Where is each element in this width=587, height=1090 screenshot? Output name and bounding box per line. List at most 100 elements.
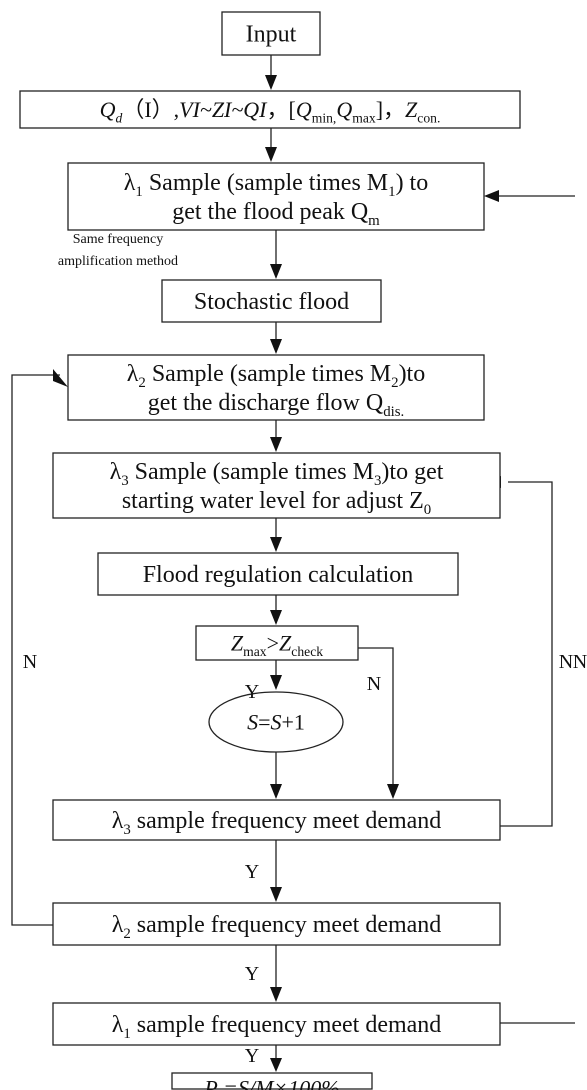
label-part: 1 — [135, 184, 142, 200]
label-part: 3 — [121, 473, 128, 489]
node-shape — [221, 11, 321, 56]
label-part: λ — [124, 170, 136, 196]
loop-lines — [11, 195, 575, 1024]
node-label: get the discharge flow Qdis. — [148, 390, 405, 420]
node-label: λ3 sample frequency meet demand — [112, 808, 442, 838]
node: Zmax>Zcheck — [195, 625, 359, 661]
label-part: sample frequency meet demand — [131, 808, 442, 834]
node-label: Flood regulation calculation — [143, 562, 414, 588]
node: λ2 sample frequency meet demand — [52, 902, 501, 946]
label-part: Sample (sample times M — [129, 459, 374, 485]
flow-lines — [270, 55, 277, 1066]
label-part: +1 — [282, 709, 305, 734]
label-part: 1 — [123, 1026, 130, 1042]
label-part: )to get — [381, 459, 443, 485]
label-part: 3 — [123, 822, 130, 838]
node-shape — [52, 1002, 501, 1046]
label-part: get the discharge flow Q — [148, 390, 384, 416]
label-part: λ — [127, 361, 139, 387]
node-shape — [195, 625, 359, 661]
label-part: max — [243, 644, 267, 659]
node-label: λ3 Sample (sample times M3)to get — [110, 459, 444, 489]
edge-label: Y — [245, 681, 259, 703]
label-part: ]， — [376, 97, 405, 122]
label-part: 2 — [391, 375, 398, 391]
label-part: con. — [417, 110, 440, 125]
label-part: ) to — [396, 170, 429, 196]
edge-label: Y — [245, 1045, 259, 1067]
label-part: d — [116, 110, 123, 125]
label-part: 0 — [424, 502, 431, 518]
node-shape — [97, 552, 459, 596]
label-part: Q — [100, 97, 116, 122]
node-shape — [171, 1072, 373, 1090]
node-label: λ2 sample frequency meet demand — [112, 912, 442, 942]
label-part: Stochastic flood — [194, 289, 349, 315]
node-shape — [208, 691, 344, 753]
edge-label: amplification method — [58, 254, 178, 269]
label-part: m — [368, 213, 380, 229]
label-part: （I）, — [122, 97, 179, 122]
label-part: sample frequency meet demand — [131, 912, 442, 938]
label-part: 2 — [123, 926, 130, 942]
node: Pr=S/M×100% — [171, 1072, 373, 1090]
label-part: Q — [336, 97, 352, 122]
label-part: Z — [231, 630, 244, 655]
label-part: VI~ZI~QI — [179, 97, 268, 122]
label-part: λ — [112, 1012, 124, 1038]
node: λ3 Sample (sample times M3)to getstartin… — [52, 452, 501, 519]
node-label: S=S+1 — [247, 709, 305, 734]
label-part: Flood regulation calculation — [143, 562, 414, 588]
connectors — [11, 55, 575, 1072]
edge-label: N — [367, 673, 381, 695]
label-part: λ — [110, 459, 122, 485]
edge-label: N — [559, 651, 573, 673]
node-label: starting water level for adjust Z0 — [122, 488, 431, 518]
node: Input — [221, 11, 321, 56]
label-part: 1 — [388, 184, 395, 200]
node-label: Qd（I）,VI~ZI~QI，[Qmin,Qmax]，Zcon. — [100, 97, 441, 126]
node-shape — [67, 162, 485, 231]
node-label: λ2 Sample (sample times M2)to — [127, 361, 425, 391]
label-part: check — [291, 644, 323, 659]
node: λ1 sample frequency meet demand — [52, 1002, 501, 1046]
label-part: =S/M×100% — [223, 1075, 339, 1090]
label-part: λ — [112, 808, 124, 834]
label-part: get the flood peak Q — [172, 199, 368, 225]
node-shape — [19, 90, 521, 129]
label-part: Z — [405, 97, 418, 122]
edge-label: Y — [245, 963, 259, 985]
label-part: Q — [296, 97, 312, 122]
node: Flood regulation calculation — [97, 552, 459, 596]
label-part: Sample (sample times M — [146, 361, 391, 387]
node-label: Zmax>Zcheck — [231, 630, 323, 659]
label-part: S — [247, 709, 258, 734]
label-part: λ — [112, 912, 124, 938]
label-part: dis. — [383, 404, 404, 420]
node: Stochastic flood — [161, 279, 382, 323]
node-shape — [52, 902, 501, 946]
label-part: min, — [312, 110, 337, 125]
label-part: = — [258, 709, 270, 734]
node-label: λ1 Sample (sample times M1) to — [124, 170, 428, 200]
label-part: 2 — [138, 375, 145, 391]
node-label: Stochastic flood — [194, 289, 349, 315]
node-label: λ1 sample frequency meet demand — [112, 1012, 442, 1042]
node-shape — [52, 452, 501, 519]
node-label: Pr=S/M×100% — [203, 1075, 339, 1090]
label-part: sample frequency meet demand — [131, 1012, 442, 1038]
label-part: ，[ — [267, 97, 296, 122]
label-part: starting water level for adjust Z — [122, 488, 424, 514]
node-shape — [161, 279, 382, 323]
label-part: S — [271, 709, 282, 734]
label-part: Sample (sample times M — [143, 170, 388, 196]
node-shape — [52, 799, 501, 841]
label-part: 3 — [374, 473, 381, 489]
label-part: > — [267, 630, 279, 655]
edge-label: N — [573, 651, 587, 673]
edge-label: Y — [245, 861, 259, 883]
label-part: max — [352, 110, 376, 125]
